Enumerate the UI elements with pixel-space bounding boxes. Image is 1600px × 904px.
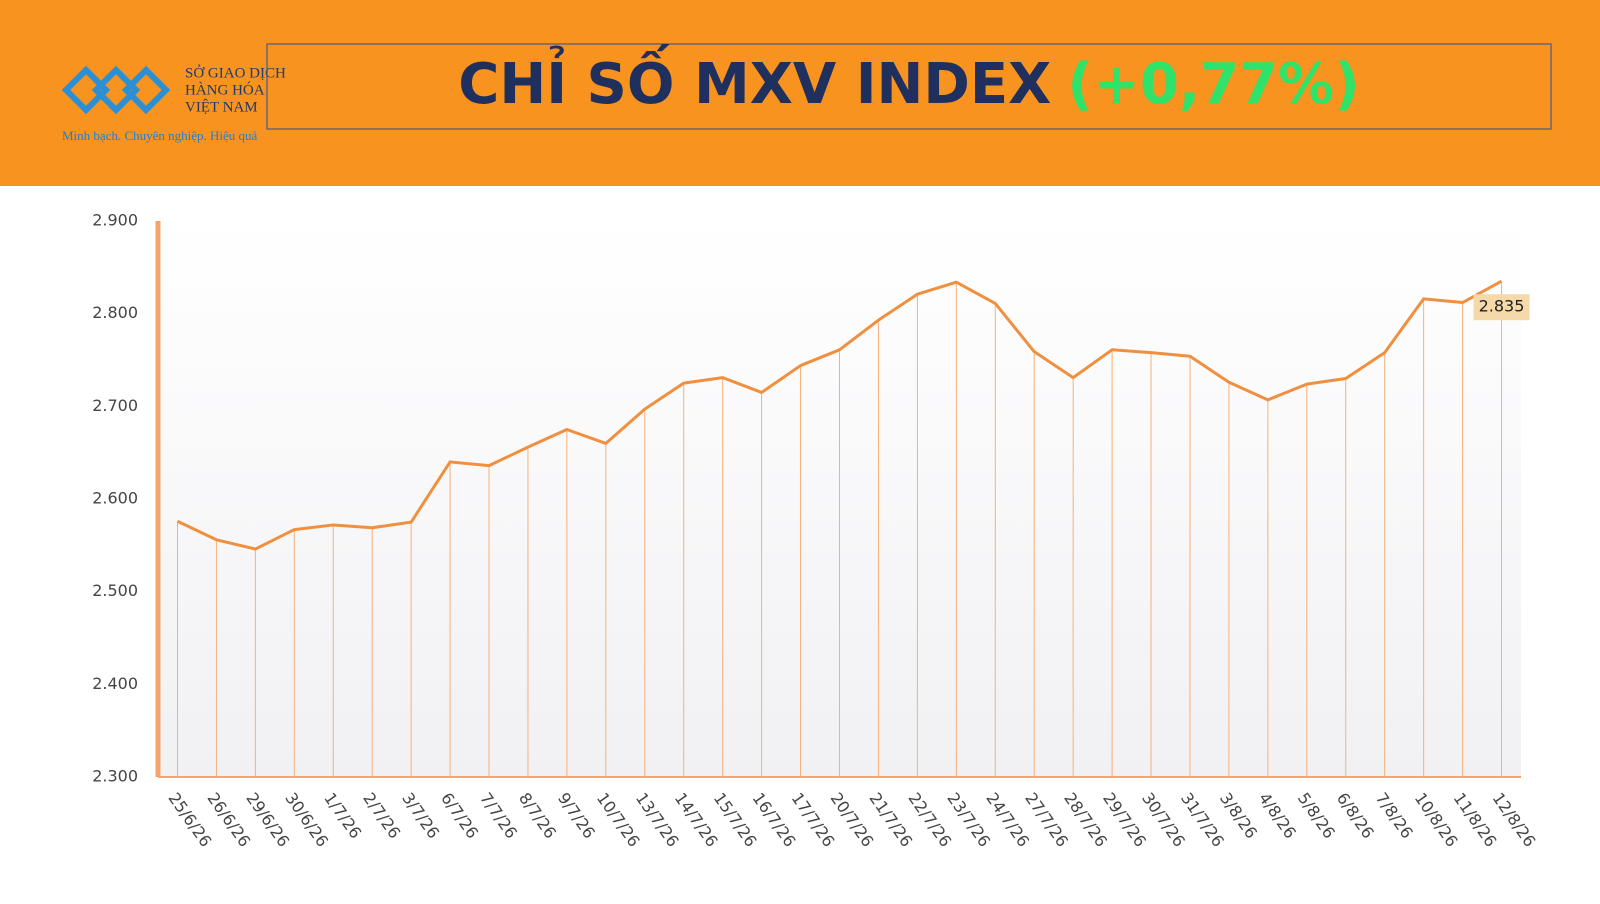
logo-line: HÀNG HÓA [185, 81, 265, 98]
logo [61, 65, 171, 115]
x-tick-label: 7/7/26 [476, 789, 521, 842]
x-tick-label: 2/7/26 [359, 789, 404, 842]
x-tick-label: 9/7/26 [554, 789, 599, 842]
y-tick-label: 2.600 [92, 489, 138, 508]
title-change: (+0,77%) [1067, 52, 1359, 117]
x-tick-label: 8/7/26 [515, 789, 560, 842]
index-line [176, 279, 1503, 551]
x-tick-label: 6/8/26 [1333, 789, 1378, 842]
x-tick-label: 5/8/26 [1294, 789, 1339, 842]
y-tick-label: 2.700 [92, 396, 138, 415]
x-tick-label: 3/7/26 [398, 789, 443, 842]
title-box [266, 43, 1552, 130]
y-tick-label: 2.300 [92, 767, 138, 786]
value-label: 2.835 [1479, 297, 1525, 316]
y-tick-label: 2.400 [92, 674, 138, 693]
y-tick-label: 2.500 [92, 581, 138, 600]
x-tick-label: 4/8/26 [1255, 789, 1300, 842]
x-tick-label: 7/8/26 [1372, 789, 1417, 842]
title-text: CHỈ SỐ MXV INDEX [458, 45, 1051, 117]
y-tick-label: 2.800 [92, 303, 138, 322]
x-tick-label: 6/7/26 [437, 789, 482, 842]
value-label-box [1473, 294, 1530, 321]
logo-line: SỞ GIAO DỊCH [185, 64, 286, 81]
logo-line: VIỆT NAM [185, 98, 258, 115]
title: CHỈ SỐ MXV INDEX (+0,77%) [458, 45, 1359, 117]
tagline: Minh bạch. Chuyên nghiệp. Hiệu quả [62, 128, 258, 143]
y-tick-label: 2.900 [92, 211, 138, 230]
